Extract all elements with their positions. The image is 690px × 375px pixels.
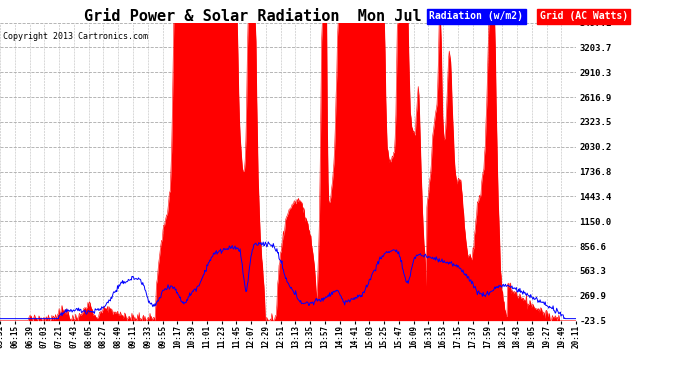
Text: Grid (AC Watts): Grid (AC Watts) xyxy=(540,11,628,21)
Text: Radiation (w/m2): Radiation (w/m2) xyxy=(429,11,523,21)
Text: Copyright 2013 Cartronics.com: Copyright 2013 Cartronics.com xyxy=(3,32,148,41)
Text: Grid Power & Solar Radiation  Mon Jul 8 20:31: Grid Power & Solar Radiation Mon Jul 8 2… xyxy=(84,9,495,24)
